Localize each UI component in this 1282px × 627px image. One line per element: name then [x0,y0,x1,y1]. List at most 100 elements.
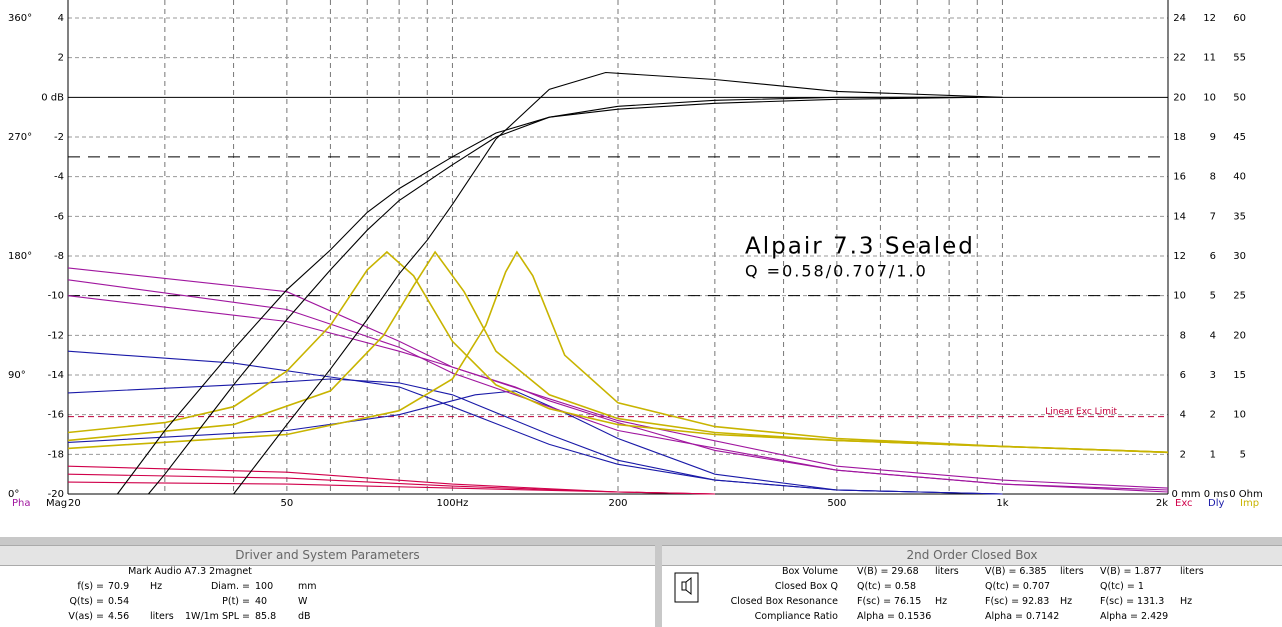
curve [67,378,1003,495]
param-value: 0.54 [108,596,130,607]
param-unit: Hz [1060,596,1073,607]
curve [147,96,978,495]
y-tick-label: -20 [48,489,64,500]
param-value: F(sc) = 76.15 [857,596,922,607]
param-value: V(B) = 29.68 [857,566,919,577]
panel-title: 2nd Order Closed Box [662,545,1282,566]
y-tick-label: -8 [54,251,64,262]
y-tick-label: -16 [48,410,64,421]
param-value: 70.9 [108,581,130,592]
right-tick-label: 12 [1173,251,1186,262]
right-tick-label: 6 [1180,370,1186,381]
right-tick-label: 15 [1233,370,1246,381]
param-label: Compliance Ratio [754,611,838,622]
phase-tick-label: 90° [8,370,26,381]
param-label: 1W/1m SPL = [185,611,250,622]
curve [67,390,1003,495]
right-tick-label: 2 [1210,410,1216,421]
x-tick-label: 100Hz [437,498,469,509]
chart-subtitle: Q =0.58/0.707/1.0 [745,262,928,281]
curve [67,481,715,495]
chart: 20 50 100Hz 200 500 1k 2k 4 2 0 dB -2 -4 -6 -8 -10 -12 -… [8,0,1263,509]
panel-divider [655,545,662,627]
right-tick-label: 25 [1233,291,1246,302]
right-tick-label: 11 [1203,53,1216,64]
right-tick-label: 14 [1173,211,1186,222]
right-tick-label: 9 [1210,132,1216,143]
right-tick-label: 6 [1210,251,1216,262]
param-value: Alpha = 2.429 [1100,611,1169,622]
right-tick-label: 1 [1210,449,1216,460]
right-tick-label: 55 [1233,53,1246,64]
chart-title: Alpair 7.3 Sealed [745,234,975,260]
param-unit: W [298,596,308,607]
x-tick-label: 2k [1156,498,1168,509]
y-tick-label: -14 [48,370,64,381]
right-tick-label: 22 [1173,53,1186,64]
param-value: Q(tc) = 0.58 [857,581,916,592]
right-tick-label: 5 [1240,449,1246,460]
param-label: Box Volume [781,566,838,577]
y-tick-label: -10 [48,291,64,302]
y-tick-label: 0 dB [41,92,64,103]
x-tick-label: 20 [68,498,81,509]
right-tick-label: 5 [1210,291,1216,302]
right-tick-label: 4 [1180,410,1186,421]
curve [116,96,978,495]
param-unit: liters [150,611,174,622]
right-tick-label: 20 [1173,92,1186,103]
param-value: Alpha = 0.1536 [857,611,932,622]
param-value: 100 [255,581,274,592]
param-value: 40 [255,596,268,607]
param-value: F(sc) = 131.3 [1100,596,1165,607]
y-tick-label: -2 [54,132,64,143]
y-tick-label: 4 [58,13,64,24]
param-unit: mm [298,581,317,592]
right-tick-label: 0 ms [1204,489,1229,500]
right-tick-label: 16 [1173,172,1186,183]
right-tick-label: 4 [1210,330,1216,341]
param-label: Q(ts) = [69,596,104,607]
right-tick-label: 0 mm [1171,489,1200,500]
right-tick-label: 10 [1203,92,1216,103]
right-tick-label: 18 [1173,132,1186,143]
right-tick-label: 10 [1173,291,1186,302]
curve [67,250,1169,454]
right-tick-label: 60 [1233,13,1246,24]
x-tick-label: 50 [280,498,293,509]
param-value: 4.56 [108,611,130,622]
x-tick-label: 500 [827,498,846,509]
phase-tick-label: 0° [8,489,19,500]
right-tick-label: 2 [1180,449,1186,460]
right-tick-label: 45 [1233,132,1246,143]
phase-tick-label: 360° [8,13,32,24]
param-value: Alpha = 0.7142 [985,611,1060,622]
param-unit: liters [1180,566,1204,577]
param-value: F(sc) = 92.83 [985,596,1050,607]
param-value: Q(tc) = 0.707 [985,581,1051,592]
right-tick-label: 50 [1233,92,1246,103]
y-tick-label: -6 [54,211,64,222]
phase-tick-label: 270° [8,132,32,143]
param-unit: Hz [150,581,163,592]
right-tick-label: 40 [1233,172,1246,183]
phase-tick-label: 180° [8,251,32,262]
param-unit: dB [298,611,311,622]
param-label: Diam. = [210,581,250,592]
param-value: V(B) = 6.385 [985,566,1047,577]
param-label: P(t) = [222,596,250,607]
right-tick-label: 10 [1233,410,1246,421]
x-tick-label: 200 [608,498,627,509]
param-label: f(s) = [77,581,104,592]
right-tick-label: 35 [1233,211,1246,222]
y-tick-label: -4 [54,172,64,183]
panel-title: Driver and System Parameters [0,545,655,566]
y-tick-label: -18 [48,449,64,460]
right-tick-label: 30 [1233,251,1246,262]
driver-name: Mark Audio A7.3 2magnet [128,566,252,577]
right-tick-label: 7 [1210,211,1216,222]
y-tick-label: -12 [48,330,64,341]
box-icon [674,572,699,603]
param-value: V(B) = 1.877 [1100,566,1162,577]
